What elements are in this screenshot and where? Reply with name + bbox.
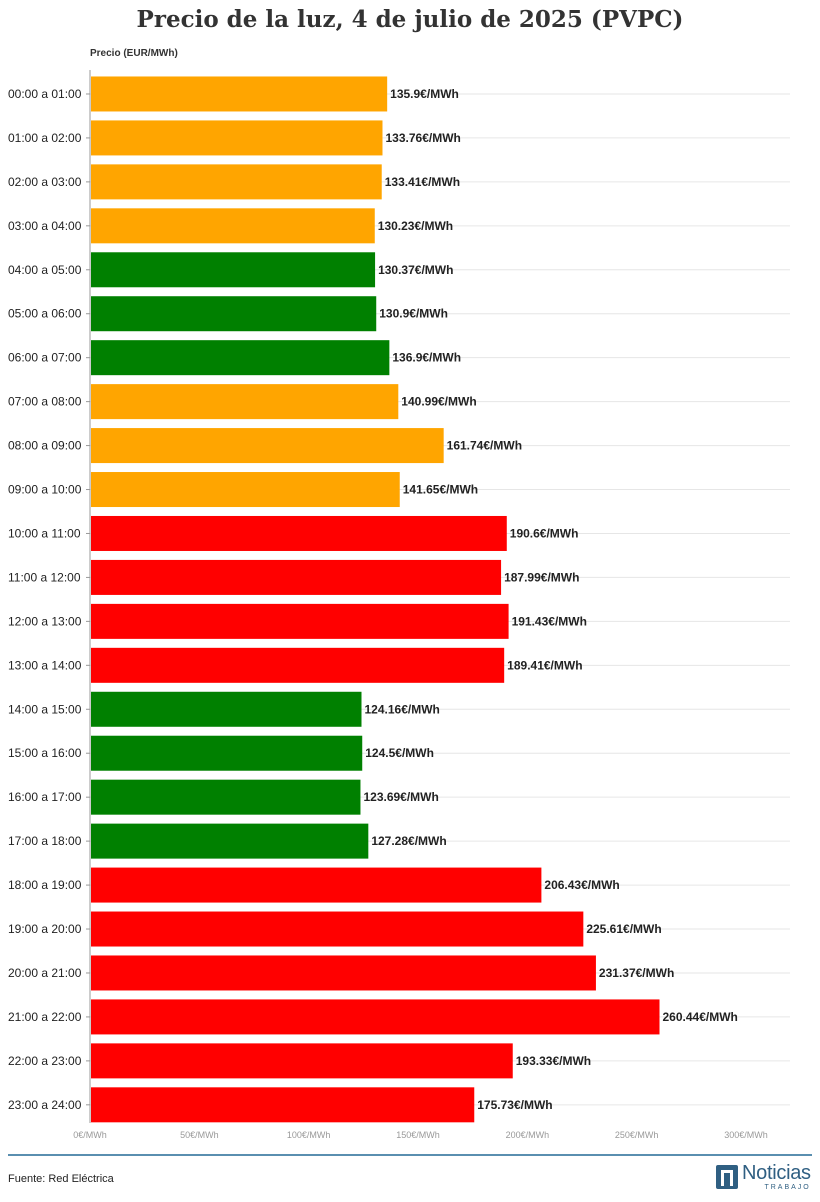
bar (91, 647, 505, 683)
bar (91, 999, 660, 1035)
value-label: 127.28€/MWh (371, 834, 446, 848)
category-label: 19:00 a 20:00 (8, 922, 82, 936)
logo-text: Noticias TRABAJO (742, 1163, 811, 1191)
value-label: 260.44€/MWh (662, 1010, 737, 1024)
category-label: 18:00 a 19:00 (8, 878, 82, 892)
bar (91, 208, 375, 244)
bar (91, 911, 584, 947)
brand-logo: Noticias TRABAJO (716, 1162, 811, 1192)
x-tick-label: 50€/MWh (180, 1130, 219, 1140)
bar (91, 120, 383, 156)
value-label: 206.43€/MWh (544, 878, 619, 892)
category-label: 03:00 a 04:00 (8, 219, 82, 233)
bar (91, 603, 509, 639)
value-label: 191.43€/MWh (512, 614, 587, 628)
category-label: 23:00 a 24:00 (8, 1098, 82, 1112)
logo-mark-icon (716, 1165, 738, 1189)
category-label: 13:00 a 14:00 (8, 658, 82, 672)
x-tick-label: 250€/MWh (615, 1130, 659, 1140)
category-label: 11:00 a 12:00 (8, 570, 81, 584)
bar-chart: Precio (EUR/MWh) 00:00 a 01:00 01:00 a 02… (8, 48, 790, 1140)
bar (91, 823, 369, 859)
value-label: 175.73€/MWh (477, 1098, 552, 1112)
value-label: 187.99€/MWh (504, 570, 579, 584)
x-tick-label: 150€/MWh (396, 1130, 440, 1140)
category-label: 00:00 a 01:00 (8, 87, 82, 101)
bar (91, 559, 502, 595)
category-label: 21:00 a 22:00 (8, 1010, 82, 1024)
category-label: 17:00 a 18:00 (8, 834, 82, 848)
category-label: 12:00 a 13:00 (8, 614, 82, 628)
value-label: 135.9€/MWh (390, 87, 459, 101)
category-label: 10:00 a 11:00 (8, 526, 81, 540)
value-label: 130.37€/MWh (378, 263, 453, 277)
category-label: 07:00 a 08:00 (8, 395, 82, 409)
value-label: 133.76€/MWh (385, 131, 460, 145)
value-labels: 135.9€/MWh 133.76€/MWh 133.41€/MWh 130.23€/… (363, 87, 737, 1112)
axis-title: Precio (EUR/MWh) (90, 48, 178, 59)
category-label: 15:00 a 16:00 (8, 746, 82, 760)
logo-wordmark: Noticias (742, 1162, 811, 1184)
chart-title: Precio de la luz, 4 de julio de 2025 (PV… (136, 6, 684, 33)
x-tick-label: 100€/MWh (287, 1130, 331, 1140)
value-label: 161.74€/MWh (447, 439, 522, 453)
value-label: 189.41€/MWh (507, 658, 582, 672)
x-tick-label: 0€/MWh (73, 1130, 107, 1140)
value-label: 124.5€/MWh (365, 746, 434, 760)
value-label: 123.69€/MWh (363, 790, 438, 804)
bar (91, 515, 507, 551)
source-note: Fuente: Red Eléctrica (8, 1173, 114, 1185)
category-label: 22:00 a 23:00 (8, 1054, 82, 1068)
x-axis-ticks: 0€/MWh 50€/MWh 100€/MWh 150€/MWh 200€/MWh 250… (73, 1130, 768, 1140)
bar (91, 340, 390, 376)
bar (91, 252, 376, 288)
bar (91, 955, 596, 991)
bar (91, 779, 361, 815)
x-tick-label: 300€/MWh (724, 1130, 768, 1140)
value-label: 133.41€/MWh (385, 175, 460, 189)
value-label: 190.6€/MWh (510, 526, 579, 540)
bar (91, 1043, 513, 1079)
grid-lines (90, 93, 790, 1106)
footer-divider (8, 1154, 812, 1156)
category-label: 05:00 a 06:00 (8, 307, 82, 321)
bar (91, 428, 444, 464)
logo-subtitle: TRABAJO (764, 1184, 811, 1191)
value-label: 124.16€/MWh (364, 702, 439, 716)
category-label: 01:00 a 02:00 (8, 131, 82, 145)
category-label: 09:00 a 10:00 (8, 483, 82, 497)
category-label: 06:00 a 07:00 (8, 351, 82, 365)
category-label: 16:00 a 17:00 (8, 790, 82, 804)
category-label: 04:00 a 05:00 (8, 263, 82, 277)
bar (91, 472, 400, 508)
value-label: 231.37€/MWh (599, 966, 674, 980)
value-label: 136.9€/MWh (392, 351, 461, 365)
value-label: 225.61€/MWh (586, 922, 661, 936)
category-label: 02:00 a 03:00 (8, 175, 82, 189)
row-labels: 00:00 a 01:00 01:00 a 02:00 02:00 a 03:00 0… (8, 87, 90, 1112)
value-label: 140.99€/MWh (401, 395, 476, 409)
bars (91, 76, 660, 1123)
value-label: 193.33€/MWh (516, 1054, 591, 1068)
bar (91, 76, 388, 112)
bar (91, 164, 382, 200)
category-label: 14:00 a 15:00 (8, 702, 82, 716)
bar (91, 867, 542, 903)
value-label: 130.23€/MWh (378, 219, 453, 233)
value-label: 141.65€/MWh (403, 483, 478, 497)
x-tick-label: 200€/MWh (506, 1130, 550, 1140)
category-label: 08:00 a 09:00 (8, 439, 82, 453)
category-label: 20:00 a 21:00 (8, 966, 82, 980)
bar (91, 735, 363, 771)
value-label: 130.9€/MWh (379, 307, 448, 321)
bar (91, 691, 362, 727)
bar (91, 296, 377, 332)
bar (91, 1087, 475, 1123)
bar (91, 384, 399, 420)
